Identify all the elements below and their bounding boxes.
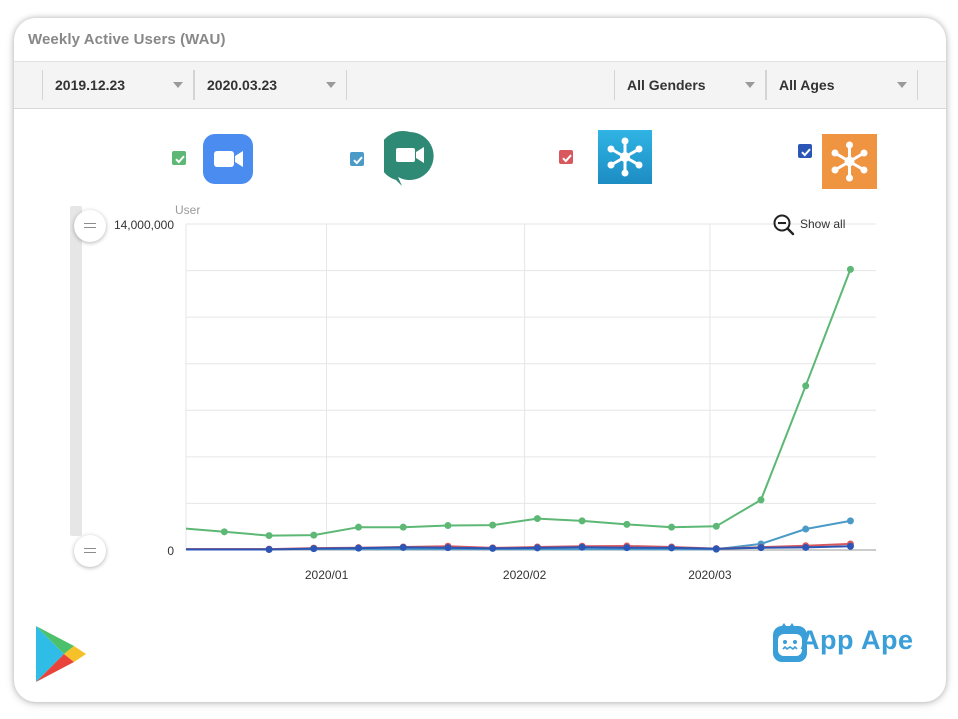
range-slider-top-handle[interactable] xyxy=(74,210,106,242)
app-ape-mascot-icon xyxy=(773,623,807,662)
data-point xyxy=(578,543,586,551)
data-point xyxy=(802,525,810,533)
data-point xyxy=(668,523,676,531)
chevron-down-icon xyxy=(173,82,183,88)
data-point xyxy=(355,523,362,531)
range-slider-track[interactable] xyxy=(70,206,82,536)
google-play-icon xyxy=(36,626,86,682)
data-point xyxy=(399,523,407,531)
data-point xyxy=(265,532,273,540)
legend-item-zoom[interactable] xyxy=(168,132,258,188)
age-value: All Ages xyxy=(779,77,835,93)
x-tick-label: 2020/01 xyxy=(305,568,349,582)
series-3 xyxy=(186,542,854,554)
data-point xyxy=(712,545,720,553)
chart-series xyxy=(185,265,854,554)
filter-toolbar: 2019.12.23 2020.03.23 All Genders All Ag… xyxy=(14,61,946,109)
data-point xyxy=(489,544,497,552)
data-point xyxy=(668,544,676,552)
webex-meet-checkbox[interactable] xyxy=(559,150,573,164)
data-point xyxy=(802,382,810,390)
app-ape-logo: App Ape xyxy=(758,619,918,665)
data-point xyxy=(712,522,720,530)
y-axis-ticks: 0 14,000,000 xyxy=(114,218,174,558)
x-tick-label: 2020/03 xyxy=(688,568,732,582)
y-tick-label: 14,000,000 xyxy=(114,218,174,232)
y-axis-label: User xyxy=(175,203,200,217)
webex-meet-icon xyxy=(598,130,652,184)
age-dropdown[interactable]: All Ages xyxy=(766,70,918,100)
wau-card: Weekly Active Users (WAU) 2019.12.23 202… xyxy=(14,18,946,702)
data-point xyxy=(578,517,586,525)
data-point xyxy=(846,542,854,550)
data-point xyxy=(310,531,318,539)
webex-teams-checkbox[interactable] xyxy=(798,144,812,158)
x-axis-ticks: 2020/01 2020/02 2020/03 xyxy=(305,568,732,582)
chart-grid xyxy=(185,223,876,551)
x-tick-label: 2020/02 xyxy=(503,568,547,582)
zoom-checkbox[interactable] xyxy=(172,151,186,165)
data-point xyxy=(533,544,541,552)
card-title: Weekly Active Users (WAU) xyxy=(28,31,226,48)
google-meet-icon xyxy=(384,131,434,186)
data-point xyxy=(623,520,631,528)
chevron-down-icon xyxy=(745,82,755,88)
data-point xyxy=(310,545,318,553)
zoom-out-icon xyxy=(773,214,795,236)
chevron-down-icon xyxy=(897,82,907,88)
gender-dropdown[interactable]: All Genders xyxy=(614,70,766,100)
data-point xyxy=(489,521,497,529)
data-point xyxy=(399,543,407,551)
google-meet-checkbox[interactable] xyxy=(350,152,364,166)
data-point xyxy=(220,528,228,536)
legend-item-webex-meet[interactable] xyxy=(555,130,655,186)
start-date-value: 2019.12.23 xyxy=(55,77,126,93)
webex-teams-icon xyxy=(822,134,877,189)
gender-value: All Genders xyxy=(627,77,706,93)
chevron-down-icon xyxy=(326,82,336,88)
series-line xyxy=(185,269,852,537)
data-point xyxy=(802,543,810,551)
legend-item-webex-teams[interactable] xyxy=(795,133,880,189)
data-point xyxy=(533,515,541,523)
range-slider-bottom-handle[interactable] xyxy=(74,535,106,567)
zoom-icon xyxy=(203,134,253,184)
start-date-dropdown[interactable]: 2019.12.23 xyxy=(42,70,194,100)
data-point xyxy=(444,544,452,552)
series-0 xyxy=(185,265,854,540)
brand-name: App Ape xyxy=(800,625,914,655)
data-point xyxy=(265,546,273,554)
data-point xyxy=(444,522,452,530)
data-point xyxy=(757,496,765,504)
end-date-value: 2020.03.23 xyxy=(207,77,278,93)
y-tick-label: 0 xyxy=(167,544,174,558)
data-point xyxy=(355,544,362,552)
data-point xyxy=(846,265,854,273)
data-point xyxy=(846,517,854,525)
data-point xyxy=(623,544,631,552)
legend-item-google-meet[interactable] xyxy=(346,130,438,190)
data-point xyxy=(757,544,765,552)
show-all-label: Show all xyxy=(800,217,846,231)
series-2 xyxy=(186,540,854,553)
end-date-dropdown[interactable]: 2020.03.23 xyxy=(194,70,347,100)
